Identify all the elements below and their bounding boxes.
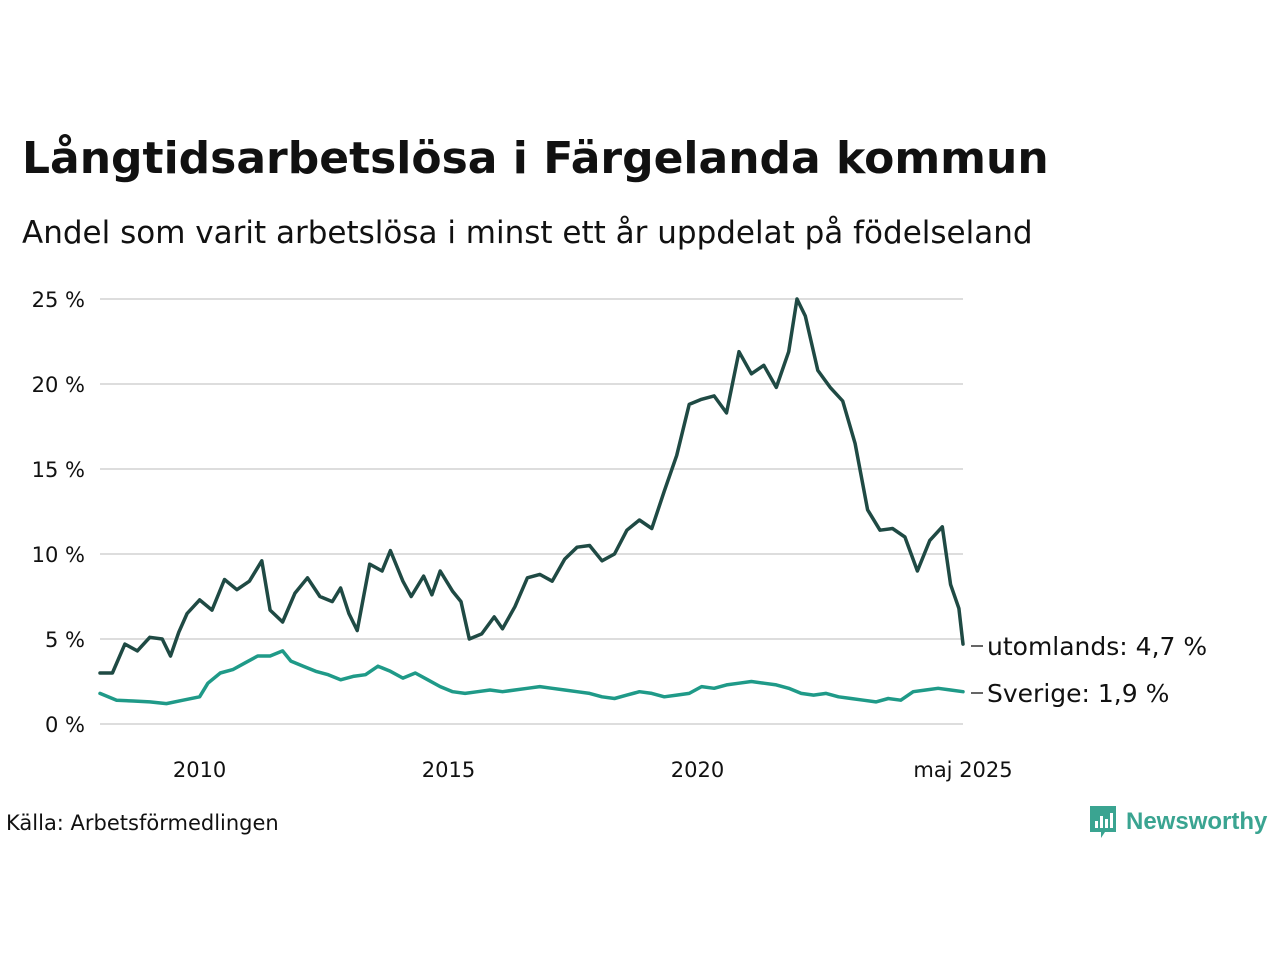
chart-title: Långtidsarbetslösa i Färgelanda kommun: [22, 133, 1049, 184]
y-tick-label: 15 %: [32, 458, 85, 482]
x-tick-label: 2010: [173, 758, 226, 782]
newsworthy-logo-text: Newsworthy: [1126, 808, 1268, 835]
x-tick-label: 2015: [422, 758, 475, 782]
y-tick-label: 5 %: [45, 628, 85, 652]
end-label-utomlands: utomlands: 4,7 %: [987, 632, 1207, 661]
x-tick-label: maj 2025: [913, 758, 1012, 782]
end-label-sverige: Sverige: 1,9 %: [987, 679, 1169, 708]
newsworthy-logo: Newsworthy: [1088, 804, 1267, 840]
source-note: Källa: Arbetsförmedlingen: [6, 811, 279, 835]
series-line-utomlands: [98, 297, 965, 675]
x-tick-label: 2020: [671, 758, 724, 782]
y-tick-label: 25 %: [32, 288, 85, 312]
chart-subtitle: Andel som varit arbetslösa i minst ett å…: [22, 215, 1033, 251]
y-tick-label: 20 %: [32, 373, 85, 397]
y-tick-label: 10 %: [32, 543, 85, 567]
y-tick-label: 0 %: [45, 713, 85, 737]
newsworthy-logo-icon: [1090, 806, 1116, 838]
series-line-sverige: [98, 649, 965, 706]
